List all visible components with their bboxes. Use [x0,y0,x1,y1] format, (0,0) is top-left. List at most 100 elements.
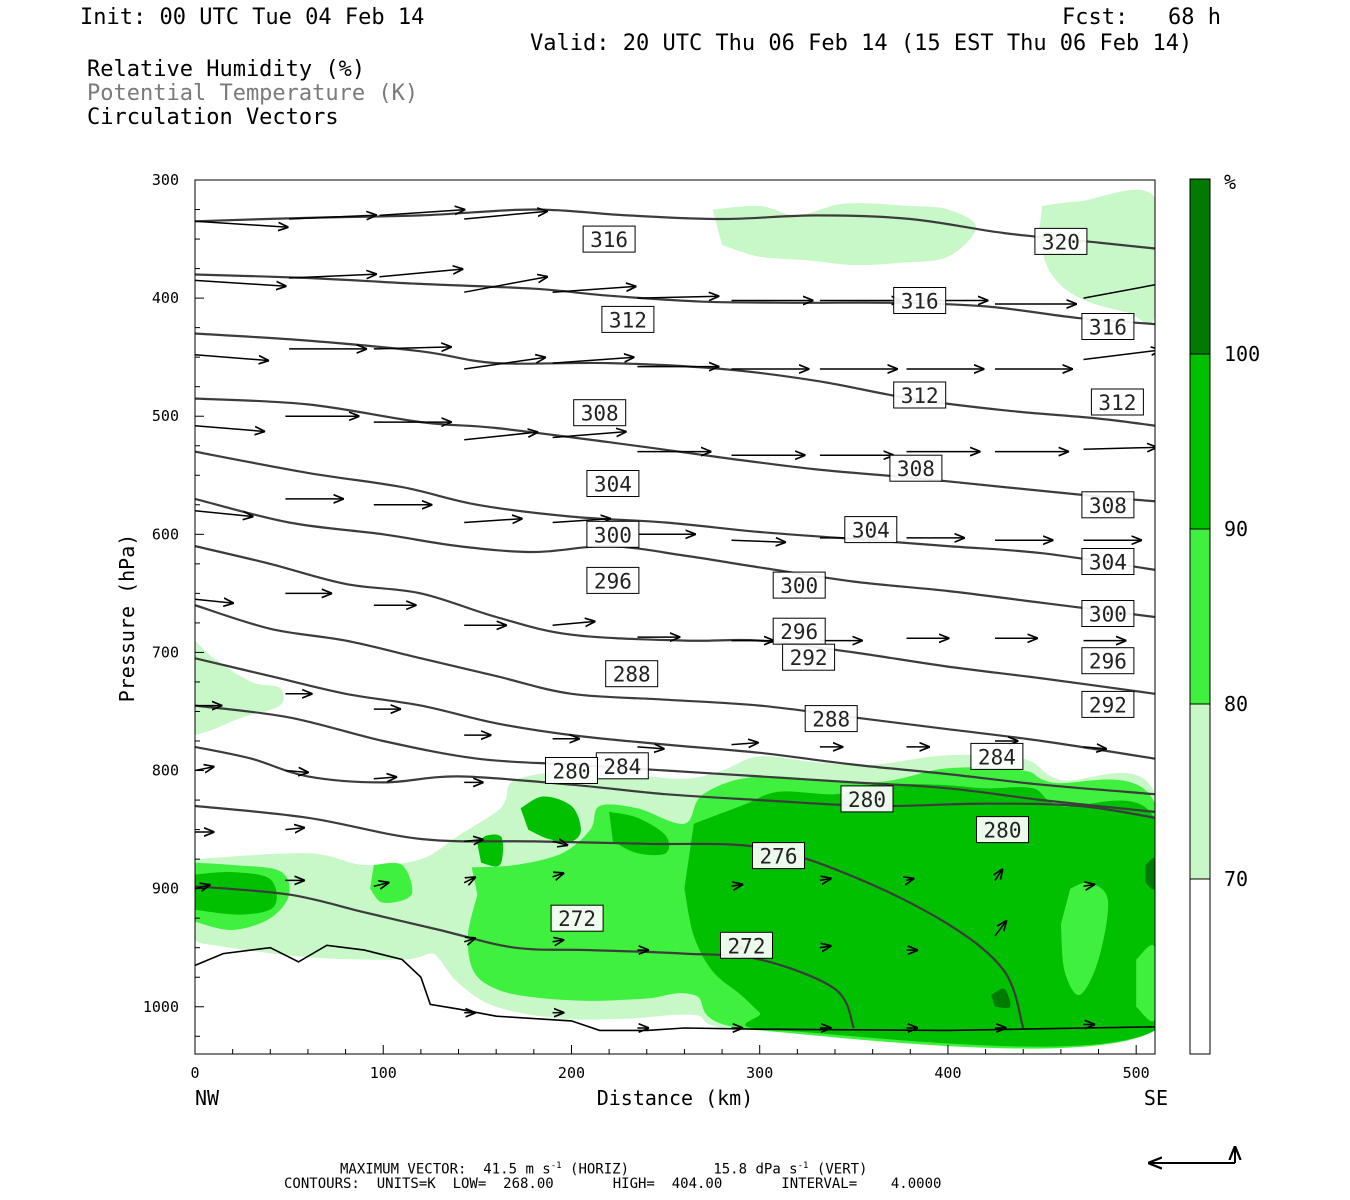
theta-label: 300 [772,571,826,599]
circulation-vector [373,347,452,349]
colorbar-label: 70 [1224,867,1248,891]
theta-label-box [1090,388,1144,416]
circulation-vector [464,519,523,523]
x-end-label-se: SE [1144,1086,1168,1110]
theta-label-box [586,520,640,548]
circulation-vector [289,274,377,278]
circulation-vector [731,540,787,542]
circulation-vector [373,777,397,779]
x-tick-label: 100 [370,1064,397,1082]
theta-label-text: 316 [1089,316,1127,340]
circulation-vector [552,286,637,293]
theta-label-box [970,742,1024,770]
max-vector-label: MAXIMUM VECTOR: [340,1161,467,1178]
circulation-vector [1083,747,1107,749]
rh-area-90 [684,783,1155,1047]
rh-area-70 [712,203,977,266]
theta-label-text: 304 [1089,551,1127,575]
x-tick-label: 500 [1123,1064,1150,1082]
theta-label: 296 [1081,647,1135,675]
circulation-vector [552,432,627,439]
plot-frame [194,179,1156,1055]
theta-contour-320 [195,208,1155,250]
y-tick-label: 400 [152,289,179,307]
field-title-vectors: Circulation Vectors [87,105,339,130]
theta-contour-296 [195,545,1155,695]
colorbar-segment [1190,879,1210,1054]
theta-label-text: 272 [728,934,766,958]
theta-label-box [782,643,836,671]
theta-label: 292 [782,643,836,671]
circulation-vector [552,357,635,364]
circulation-vector [464,357,546,370]
y-tick-label: 700 [152,643,179,661]
colorbar-label: 100 [1224,342,1260,366]
y-tick-label: 300 [152,171,179,189]
max-vector-horiz: 41.5 m s [483,1161,551,1178]
theta-contour-316 [195,273,1155,326]
theta-contour-284 [195,704,1155,813]
theta-label: 292 [1081,690,1135,718]
theta-label: 296 [586,566,640,594]
theta-label-box [1081,313,1135,340]
theta-label-text: 320 [1042,230,1080,254]
rh-area-90 [195,871,277,915]
circulation-vector [1083,447,1155,449]
colorbar-unit: % [1224,170,1236,194]
theta-label-text: 288 [613,663,651,687]
circulation-vector [552,841,569,845]
theta-label: 308 [573,399,627,427]
theta-label: 276 [752,842,805,870]
circulation-vector [195,279,287,286]
circulation-vector [195,885,211,889]
theta-label-text: 292 [1089,693,1127,717]
theta-label-text: 304 [594,473,632,497]
circulation-vector [195,220,289,227]
theta-label: 312 [1090,388,1144,416]
y-axis-label: Pressure (hPa) [115,534,139,703]
rh-area-80 [370,862,413,903]
theta-label-text: 312 [609,308,647,332]
circulation-vector [1083,284,1155,299]
circulation-vector [731,884,744,886]
theta-label-text: 284 [978,745,1016,769]
field-title-theta: Potential Temperature (K) [87,81,419,106]
circulation-vector [819,946,832,948]
theta-label-text: 300 [780,574,818,598]
circulation-vector [731,743,759,745]
rh-shading [195,189,1155,1049]
circulation-vector [195,509,254,517]
theta-label-box [1081,647,1135,675]
circulation-vector [552,940,565,942]
theta-label-box [752,842,805,870]
y-tick-label: 900 [152,880,179,898]
theta-label: 316 [893,287,947,314]
circulation-vector [464,840,484,842]
circulation-vector [552,519,612,523]
theta-label-text: 316 [590,228,628,252]
circulation-vector [379,269,464,278]
circulation-vector [464,277,548,293]
theta-label-box [844,516,898,544]
circulation-vector [463,877,476,883]
x-axis-label: Distance (km) [597,1086,754,1110]
theta-label-text: 296 [780,620,818,644]
max-vector-vert: 15.8 dPa s [713,1161,798,1178]
theta-label-box [893,381,947,409]
theta-label-text: 280 [984,819,1022,843]
circulation-vector [819,878,832,880]
circulation-vector [907,878,915,880]
x-tick-label: 0 [190,1064,199,1082]
exp-vert: -1 [797,1161,809,1171]
colorbar-segment [1190,529,1210,704]
theta-label-box [893,287,947,314]
theta-label-text: 304 [852,519,890,543]
theta-label: 312 [893,381,947,409]
theta-label: 272 [720,931,773,959]
theta-label-box [772,617,826,645]
theta-label-box [586,566,640,594]
circulation-vector [373,882,390,886]
circulation-vector [1083,884,1096,886]
theta-contour-304 [195,450,1155,571]
theta-label-box [889,454,943,482]
